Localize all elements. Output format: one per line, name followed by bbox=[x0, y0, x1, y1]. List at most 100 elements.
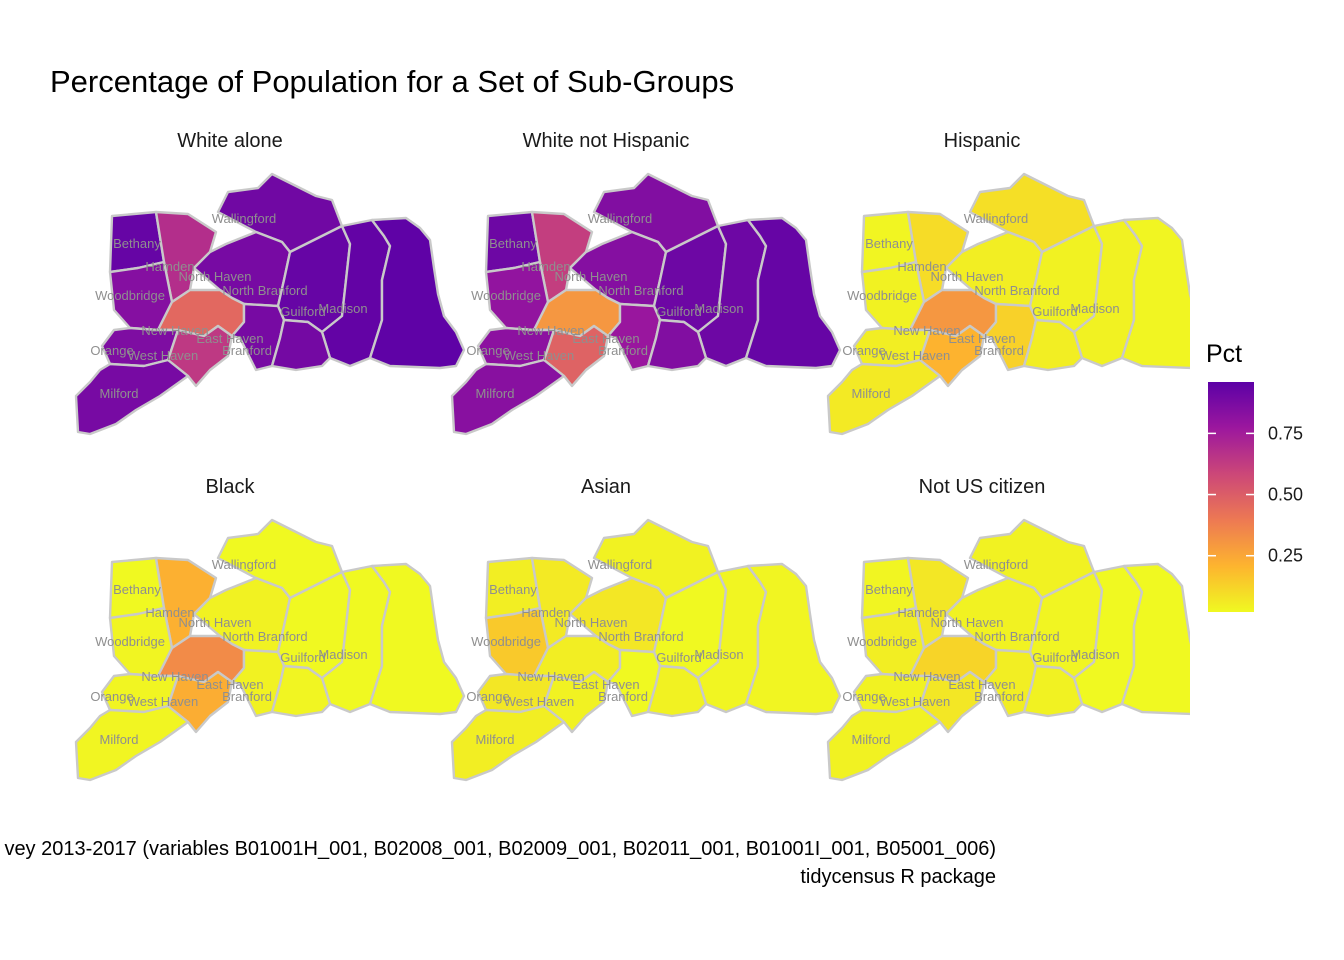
town-label: East Haven bbox=[572, 331, 639, 346]
town-region bbox=[1120, 216, 1190, 370]
caption-line-1: vey 2013-2017 (variables B01001H_001, B0… bbox=[4, 838, 996, 860]
town-label: Woodbridge bbox=[847, 634, 917, 649]
town-label: Hamden bbox=[521, 259, 570, 274]
town-label: New Haven bbox=[893, 669, 960, 684]
town-label: North Haven bbox=[931, 615, 1004, 630]
town-label: Woodbridge bbox=[847, 288, 917, 303]
town-label: West Haven bbox=[504, 694, 575, 709]
town-label: North Branford bbox=[222, 283, 307, 298]
town-region bbox=[606, 648, 662, 718]
town-region bbox=[450, 704, 566, 782]
town-label: Bethany bbox=[489, 236, 537, 251]
town-label: Bethany bbox=[865, 236, 913, 251]
town-label: North Branford bbox=[222, 629, 307, 644]
facet-title: Asian bbox=[581, 476, 631, 498]
town-label: Guilford bbox=[280, 304, 326, 319]
town-region bbox=[826, 358, 942, 436]
town-region bbox=[368, 562, 466, 716]
town-label: Hamden bbox=[521, 605, 570, 620]
town-label: North Branford bbox=[598, 283, 683, 298]
legend-tick-label: 0.75 bbox=[1268, 423, 1303, 443]
town-region bbox=[450, 358, 566, 436]
town-label: West Haven bbox=[128, 694, 199, 709]
town-region bbox=[826, 704, 942, 782]
town-label: Branford bbox=[222, 689, 272, 704]
town-label: Hamden bbox=[897, 259, 946, 274]
town-label: New Haven bbox=[141, 323, 208, 338]
town-label: East Haven bbox=[948, 677, 1015, 692]
facet-title: Black bbox=[206, 476, 256, 498]
town-region bbox=[270, 318, 332, 372]
facet-map: White aloneWallingfordBethanyHamdenNorth… bbox=[74, 130, 466, 436]
town-label: Wallingford bbox=[588, 557, 653, 572]
town-region bbox=[74, 704, 190, 782]
town-region bbox=[744, 562, 842, 716]
legend-colorbar bbox=[1208, 382, 1254, 612]
town-label: Bethany bbox=[489, 582, 537, 597]
town-label: Bethany bbox=[865, 582, 913, 597]
town-label: East Haven bbox=[196, 331, 263, 346]
facet-map: White not Hispanic Wallingford Bethany Hamd… bbox=[450, 130, 842, 436]
legend-title: Pct bbox=[1206, 340, 1243, 368]
town-label: Madison bbox=[694, 301, 743, 316]
town-region bbox=[270, 664, 332, 718]
town-label: Madison bbox=[318, 301, 367, 316]
legend-tick-label: 0.50 bbox=[1268, 485, 1303, 505]
town-label: Milford bbox=[851, 732, 890, 747]
town-label: North Branford bbox=[598, 629, 683, 644]
town-region bbox=[606, 302, 662, 372]
town-label: West Haven bbox=[128, 348, 199, 363]
town-label: Madison bbox=[1070, 301, 1119, 316]
color-legend: 0.25 0.50 0.75 bbox=[1208, 382, 1303, 612]
town-label: Madison bbox=[1070, 647, 1119, 662]
town-label: North Branford bbox=[974, 283, 1059, 298]
town-label: New Haven bbox=[517, 669, 584, 684]
legend-tick-label: 0.25 bbox=[1268, 546, 1303, 566]
town-region bbox=[1120, 562, 1190, 716]
town-label: North Branford bbox=[974, 629, 1059, 644]
town-label: Madison bbox=[694, 647, 743, 662]
town-label: Bethany bbox=[113, 236, 161, 251]
town-label: Orange bbox=[90, 689, 133, 704]
town-label: Wallingford bbox=[588, 211, 653, 226]
town-region bbox=[74, 358, 190, 436]
town-label: Woodbridge bbox=[95, 634, 165, 649]
town-label: West Haven bbox=[880, 694, 951, 709]
town-label: Guilford bbox=[656, 650, 702, 665]
town-region bbox=[982, 648, 1038, 718]
town-region bbox=[744, 216, 842, 370]
town-label: Woodbridge bbox=[471, 288, 541, 303]
town-label: Guilford bbox=[1032, 304, 1078, 319]
facet-maps: White aloneWallingfordBethanyHamdenNorth… bbox=[74, 130, 1190, 782]
town-label: Guilford bbox=[656, 304, 702, 319]
caption: vey 2013-2017 (variables B01001H_001, B0… bbox=[0, 830, 1170, 900]
chart-title: Percentage of Population for a Set of Su… bbox=[50, 64, 735, 99]
town-region bbox=[646, 664, 708, 718]
town-label: Woodbridge bbox=[471, 634, 541, 649]
facet-title: White alone bbox=[177, 130, 283, 152]
town-label: Wallingford bbox=[212, 211, 277, 226]
town-label: New Haven bbox=[893, 323, 960, 338]
town-label: Branford bbox=[598, 689, 648, 704]
facet-title: Not US citizen bbox=[919, 476, 1046, 498]
town-label: Hamden bbox=[897, 605, 946, 620]
town-region bbox=[646, 318, 708, 372]
town-label: Orange bbox=[90, 343, 133, 358]
town-label: Orange bbox=[842, 689, 885, 704]
town-region bbox=[368, 216, 466, 370]
town-label: Guilford bbox=[1032, 650, 1078, 665]
town-label: Branford bbox=[598, 343, 648, 358]
town-label: Milford bbox=[475, 732, 514, 747]
facet-title: Hispanic bbox=[944, 130, 1021, 152]
town-label: Milford bbox=[475, 386, 514, 401]
town-label: Bethany bbox=[113, 582, 161, 597]
town-label: Branford bbox=[974, 343, 1024, 358]
town-label: Guilford bbox=[280, 650, 326, 665]
town-label: Woodbridge bbox=[95, 288, 165, 303]
town-label: Orange bbox=[466, 343, 509, 358]
town-label: North Haven bbox=[931, 269, 1004, 284]
town-region bbox=[1022, 318, 1084, 372]
